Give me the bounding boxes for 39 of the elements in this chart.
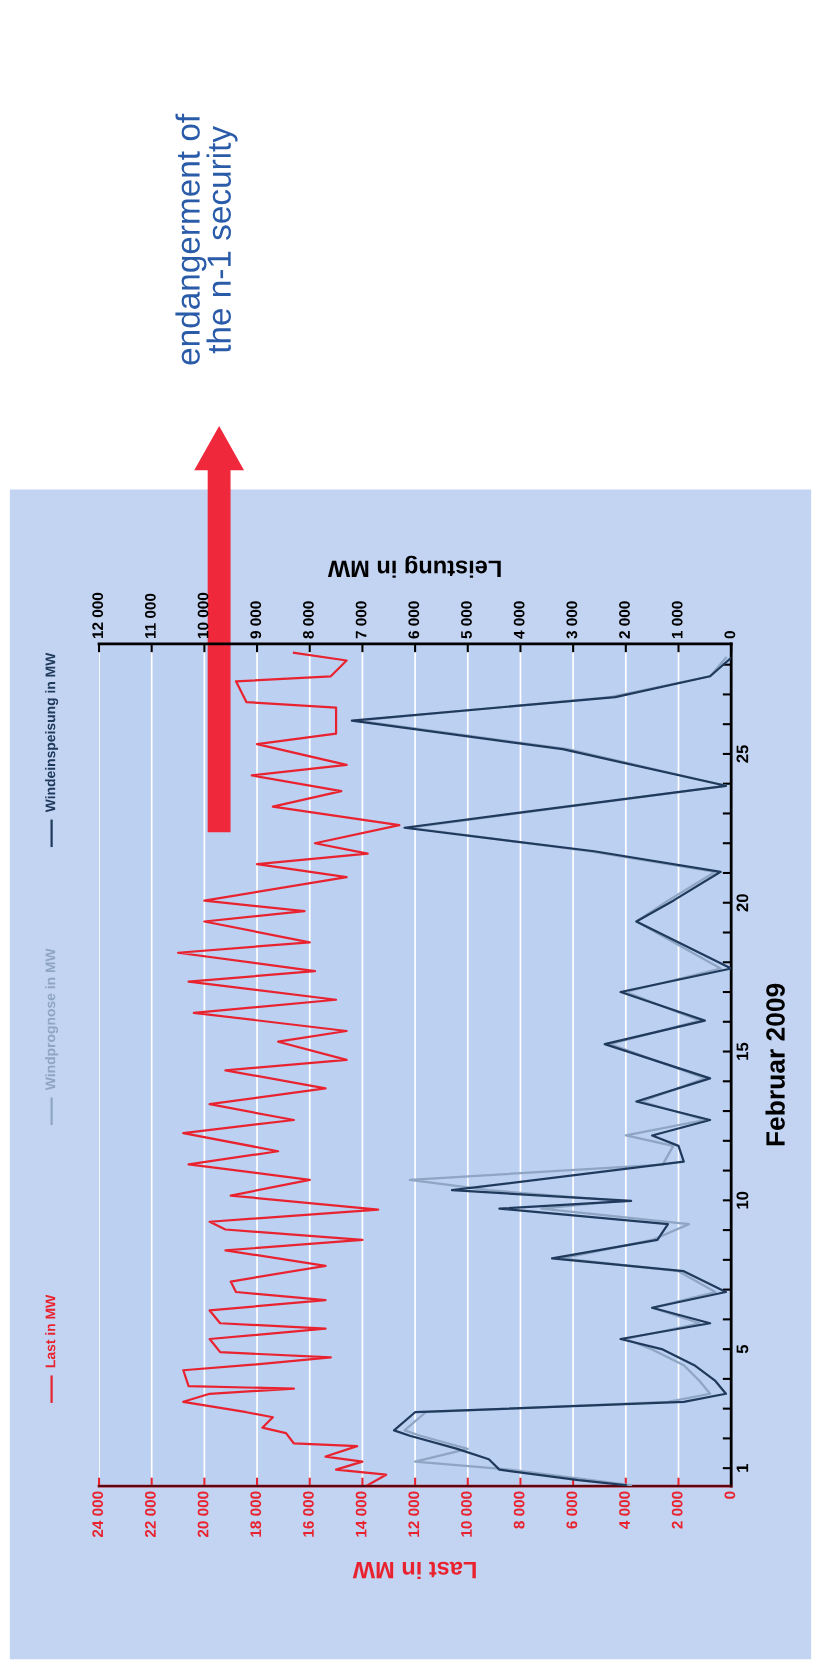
x-tick-label: 14 000 [355, 1491, 367, 1537]
x2-tick-label: 6 000 [408, 601, 420, 639]
text: Windeinspeisung in MW [45, 652, 59, 813]
x-tick-label: 16 000 [303, 1491, 314, 1537]
x2-tick-label: 12 000 [92, 592, 104, 639]
x-tick-label: 20 000 [197, 1491, 209, 1538]
y-axis-title: Februar 2009 [765, 983, 785, 1146]
x2-tick-label: 3 000 [566, 601, 578, 639]
x2-axis-title: Leistung in MW [327, 555, 501, 578]
x2-tick-label: 2 000 [619, 601, 630, 639]
x2-tick-label: 4 000 [513, 601, 525, 639]
x-tick-label: 12 000 [408, 1491, 420, 1537]
x-tick-label: 22 000 [144, 1491, 156, 1538]
y-tick-label: 1 [736, 1463, 749, 1472]
y-tick-label: 10 [736, 1191, 749, 1209]
x2-tick-label: 11 000 [144, 593, 156, 639]
text: Last in MW [45, 1294, 56, 1368]
x-tick-label: 10 000 [461, 1491, 472, 1537]
x-tick-label: 6 000 [566, 1491, 578, 1529]
x2-tick-label: 1 000 [671, 601, 683, 639]
line-series [176, 651, 401, 1487]
x2-tick-label: 10 000 [197, 592, 209, 639]
x-tick-label: 4 000 [619, 1491, 630, 1529]
x-axis-title: Last in MW [352, 1561, 476, 1580]
y-tick-label: 20 [736, 894, 749, 912]
x2-tick-label: 7 000 [355, 601, 367, 639]
x2-tick-label: 9 000 [250, 601, 262, 639]
x-tick-label: 8 000 [513, 1491, 525, 1529]
y-tick-label: 15 [736, 1042, 749, 1060]
x2-tick-label: 0 [724, 631, 736, 639]
x-tick-label: 18 000 [250, 1491, 262, 1537]
y-tick-label: 25 [736, 745, 749, 763]
text: endangerment of the n-1 security [175, 113, 238, 365]
x2-tick-label: 5 000 [461, 601, 472, 639]
x-tick-label: 0 [724, 1491, 736, 1499]
x2-tick-label: 8 000 [303, 601, 314, 639]
x-tick-label: 24 000 [92, 1491, 104, 1538]
x-tick-label: 2 000 [671, 1491, 683, 1529]
y-tick-label: 5 [736, 1344, 749, 1354]
